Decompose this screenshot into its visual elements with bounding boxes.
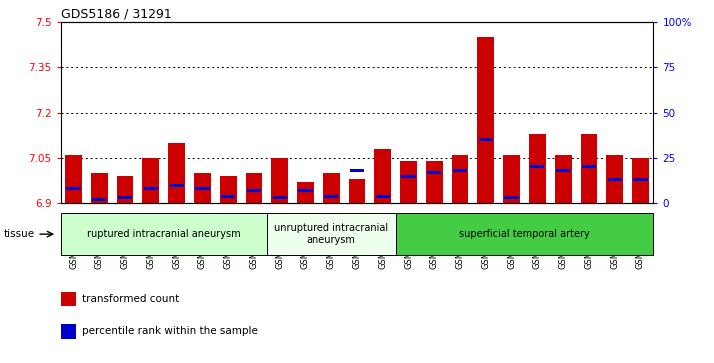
Bar xyxy=(478,138,493,141)
Bar xyxy=(555,155,571,203)
Bar xyxy=(273,196,287,199)
Bar xyxy=(632,158,649,203)
Bar xyxy=(324,195,338,197)
Bar xyxy=(297,182,314,203)
Bar xyxy=(65,155,82,203)
Bar xyxy=(376,195,390,197)
Bar xyxy=(118,196,132,199)
Text: tissue: tissue xyxy=(4,229,35,239)
Bar xyxy=(61,324,76,339)
Bar xyxy=(247,189,261,192)
Bar xyxy=(169,143,185,203)
Bar xyxy=(453,169,467,172)
Bar xyxy=(61,213,267,256)
Bar xyxy=(267,213,396,256)
Bar xyxy=(196,187,209,190)
Bar xyxy=(633,178,648,181)
Bar xyxy=(478,37,494,203)
Bar xyxy=(396,213,653,256)
Bar xyxy=(220,176,236,203)
Bar xyxy=(452,155,468,203)
Bar xyxy=(505,196,518,199)
Text: percentile rank within the sample: percentile rank within the sample xyxy=(82,326,258,337)
Bar xyxy=(427,171,441,174)
Bar xyxy=(608,178,622,181)
Bar xyxy=(582,166,596,168)
Bar xyxy=(143,158,159,203)
Bar xyxy=(556,169,570,172)
Bar xyxy=(503,155,520,203)
Bar xyxy=(246,173,262,203)
Bar xyxy=(374,149,391,203)
Text: GDS5186 / 31291: GDS5186 / 31291 xyxy=(61,8,171,21)
Text: superficial temporal artery: superficial temporal artery xyxy=(459,229,590,239)
Bar xyxy=(401,175,416,178)
Bar xyxy=(426,161,443,203)
Bar xyxy=(116,176,134,203)
Bar xyxy=(606,155,623,203)
Bar xyxy=(580,134,598,203)
Bar xyxy=(298,189,313,192)
Bar xyxy=(92,198,106,201)
Bar xyxy=(221,195,236,197)
Bar xyxy=(400,161,417,203)
Bar xyxy=(350,169,364,172)
Bar xyxy=(169,184,183,187)
Bar xyxy=(271,158,288,203)
Bar xyxy=(348,179,366,203)
Bar xyxy=(66,187,81,190)
Bar xyxy=(531,166,545,168)
Bar xyxy=(144,187,158,190)
Bar xyxy=(91,173,108,203)
Bar xyxy=(194,173,211,203)
Bar xyxy=(529,134,545,203)
Text: unruptured intracranial
aneurysm: unruptured intracranial aneurysm xyxy=(274,223,388,245)
Text: transformed count: transformed count xyxy=(82,294,179,304)
Bar xyxy=(323,173,340,203)
Bar xyxy=(61,291,76,306)
Text: ruptured intracranial aneurysm: ruptured intracranial aneurysm xyxy=(87,229,241,239)
